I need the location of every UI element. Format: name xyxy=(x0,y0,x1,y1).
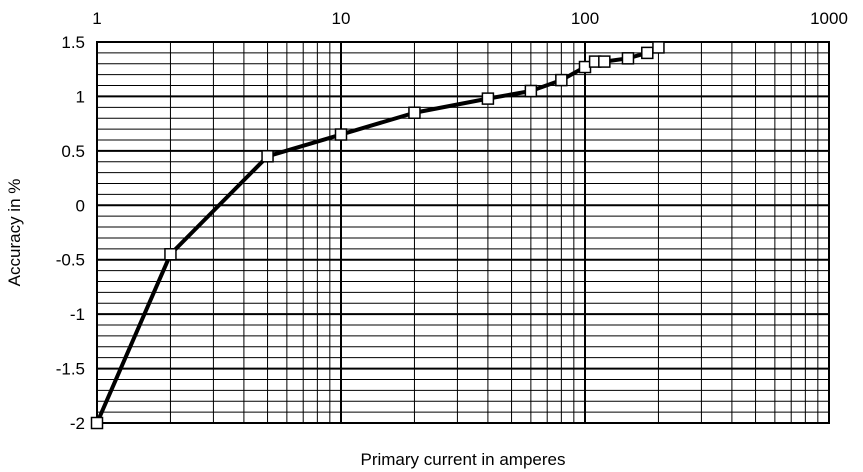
x-tick-label: 100 xyxy=(571,9,599,28)
y-tick-label: -0.5 xyxy=(56,251,85,270)
y-tick-label: 0.5 xyxy=(61,142,85,161)
data-point-marker xyxy=(261,150,274,163)
x-tick-labels: 1 10 100 1000 xyxy=(92,9,848,28)
y-tick-label: 0 xyxy=(76,196,85,215)
data-point-marker xyxy=(408,106,421,120)
data-point-marker xyxy=(334,128,348,141)
y-tick-label: -1.5 xyxy=(56,360,85,379)
x-tick-label: 10 xyxy=(332,9,351,28)
y-tick-label: 1.5 xyxy=(61,33,85,52)
x-tick-label: 1 xyxy=(92,9,101,28)
plot-area-frame xyxy=(96,41,830,424)
data-markers xyxy=(90,41,665,430)
data-point-marker xyxy=(621,52,635,65)
data-point-marker xyxy=(524,84,538,98)
y-tick-labels: -2 -1.5 -1 -0.5 0 0.5 1 1.5 xyxy=(56,33,85,433)
grid xyxy=(96,41,829,424)
data-point-marker xyxy=(164,248,177,261)
y-tick-label: 1 xyxy=(76,87,85,106)
y-axis-title: Accuracy in % xyxy=(5,179,24,287)
data-point-marker xyxy=(555,73,568,87)
data-point-marker xyxy=(641,46,654,60)
y-tick-label: -1 xyxy=(70,305,85,324)
data-point-marker xyxy=(652,41,665,54)
x-tick-label: 1000 xyxy=(810,9,848,28)
x-axis-title: Primary current in amperes xyxy=(360,450,565,469)
data-point-marker xyxy=(90,416,104,430)
y-tick-label: -2 xyxy=(70,414,85,433)
data-point-marker xyxy=(481,92,495,105)
data-point-marker xyxy=(598,55,611,68)
